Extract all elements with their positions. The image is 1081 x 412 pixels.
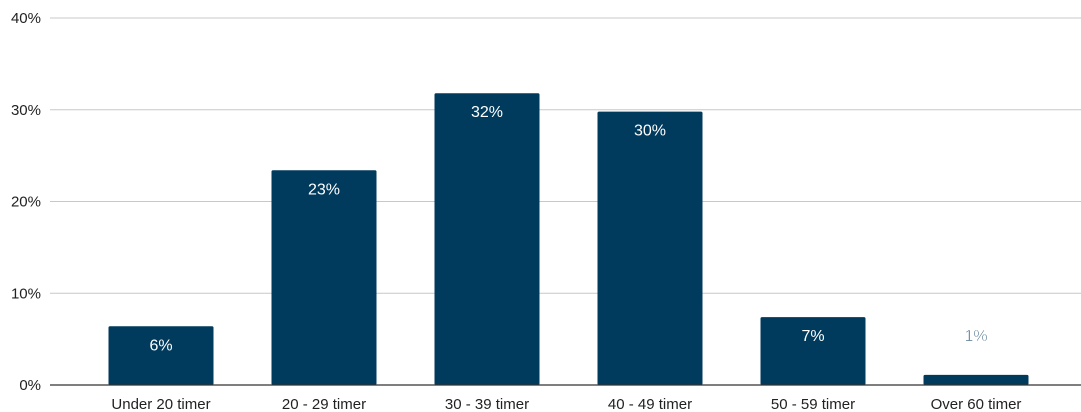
x-category-label: 40 - 49 timer — [608, 396, 692, 412]
y-tick-label: 40% — [11, 10, 41, 27]
bar — [597, 111, 703, 386]
y-tick-label: 0% — [19, 377, 41, 394]
y-tick-label: 20% — [11, 194, 41, 211]
data-label: 6% — [149, 337, 172, 354]
y-tick-label: 30% — [11, 102, 41, 119]
x-category-label: 20 - 29 timer — [282, 396, 366, 412]
data-label: 30% — [634, 123, 666, 140]
y-axis-tick-labels: 0% 10% 20% 30% 40% — [11, 10, 41, 394]
bar — [760, 317, 866, 385]
bar — [271, 170, 377, 385]
gridlines — [50, 17, 1081, 294]
data-label: 7% — [801, 328, 824, 345]
x-category-label: Under 20 timer — [111, 396, 210, 412]
bar — [108, 326, 214, 385]
data-label: 1% — [964, 328, 987, 345]
bar — [923, 374, 1029, 385]
data-label: 32% — [471, 104, 503, 121]
x-category-label: 30 - 39 timer — [445, 396, 529, 412]
x-category-label: 50 - 59 timer — [771, 396, 855, 412]
data-labels: 6% 23% 32% 30% 7% 1% — [149, 104, 987, 354]
data-label: 23% — [308, 181, 340, 198]
bars — [108, 93, 1029, 386]
y-tick-label: 10% — [11, 285, 41, 302]
x-category-label: Over 60 timer — [931, 396, 1022, 412]
bar — [434, 93, 540, 386]
x-axis-category-labels: Under 20 timer 20 - 29 timer 30 - 39 timer… — [111, 396, 1021, 412]
